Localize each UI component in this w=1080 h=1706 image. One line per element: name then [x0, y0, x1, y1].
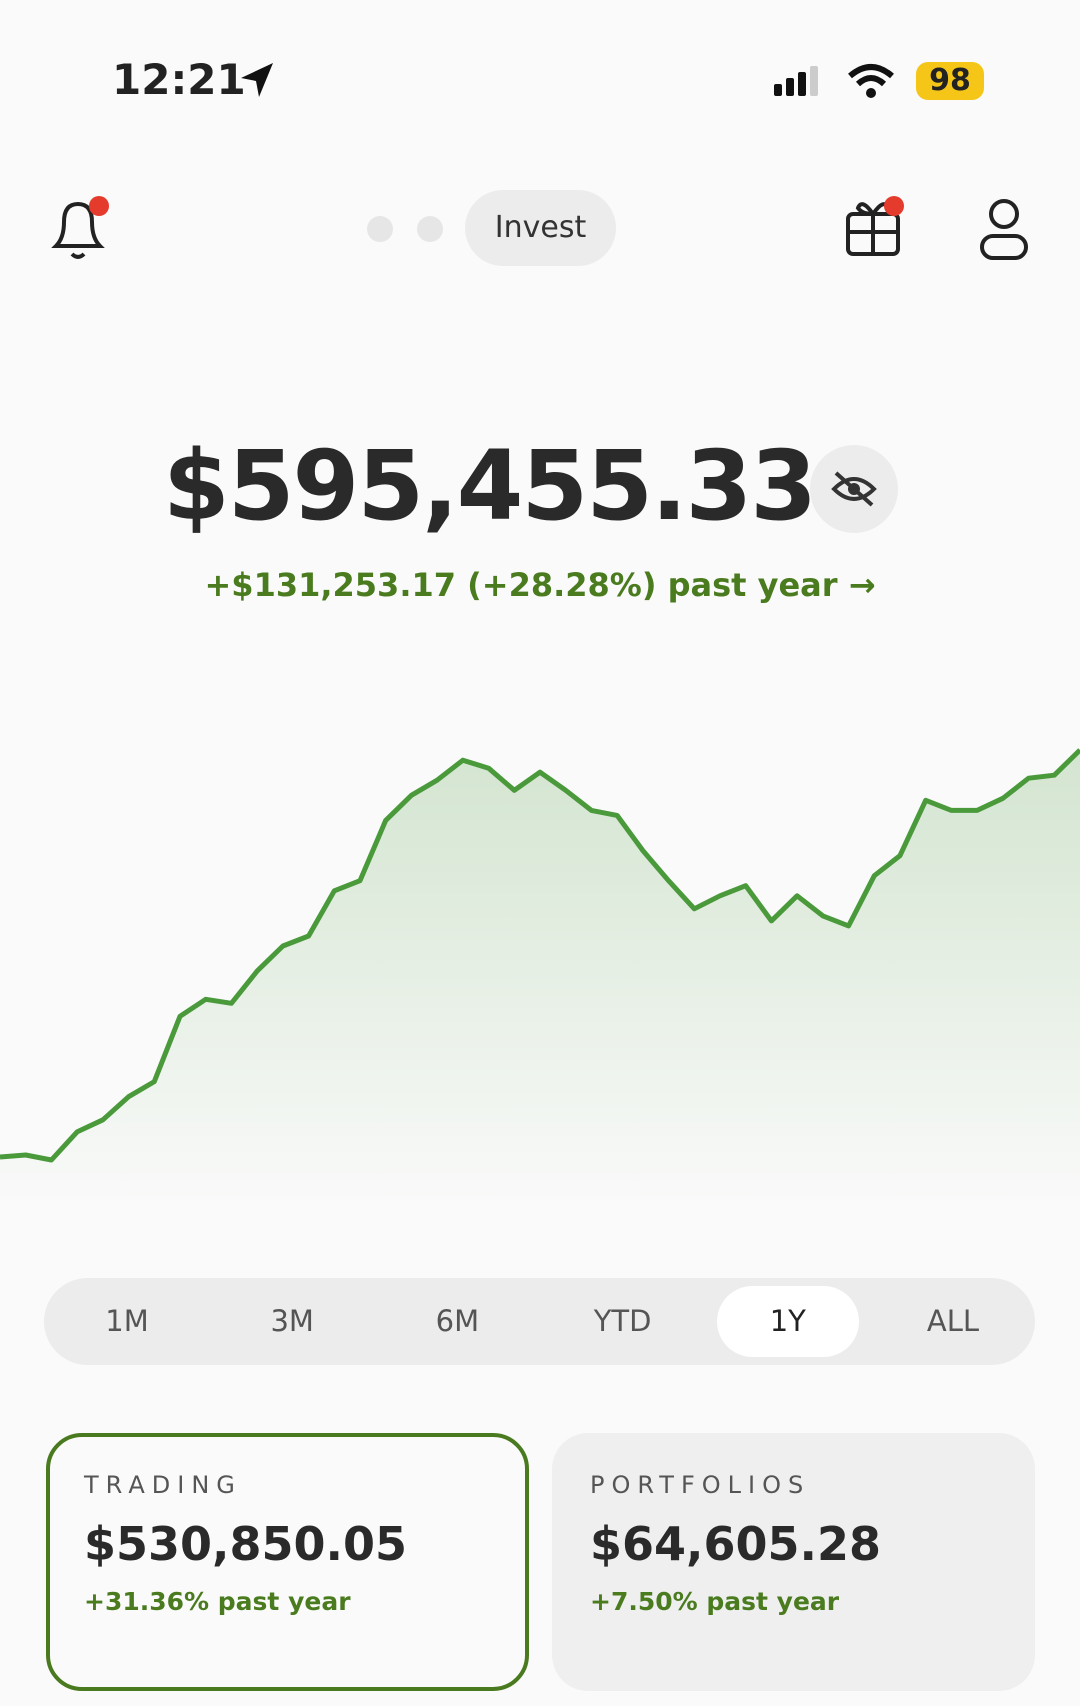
account-card[interactable]: TRADING $530,850.05 +31.36% past year: [46, 1433, 529, 1691]
battery: 98: [916, 62, 984, 100]
performance-chart: [0, 748, 1080, 1210]
chart-area: [0, 750, 1080, 1210]
balance-change[interactable]: +$131,253.17 (+28.28%) past year →: [0, 566, 1080, 604]
wifi-icon: [848, 64, 894, 98]
signal-icon: [774, 66, 818, 96]
card-value: $64,605.28: [590, 1517, 882, 1571]
range-option[interactable]: 1M: [105, 1304, 149, 1338]
status-time: 12:21: [112, 55, 246, 104]
page-dot[interactable]: [417, 216, 443, 242]
chart-line: [0, 748, 1080, 1163]
card-change: +7.50% past year: [590, 1587, 840, 1616]
range-selector: 1M 3M 6M YTD 1Y ALL: [44, 1278, 1035, 1365]
tab-pill[interactable]: Invest: [465, 190, 616, 266]
profile-button[interactable]: [976, 196, 1032, 262]
range-option[interactable]: 1Y: [716, 1286, 859, 1357]
gift-button[interactable]: [842, 192, 912, 262]
card-change: +31.36% past year: [84, 1587, 351, 1616]
location-icon: [241, 63, 273, 97]
card-label: TRADING: [84, 1471, 242, 1499]
range-option[interactable]: 6M: [435, 1304, 480, 1338]
hide-balance-button[interactable]: [810, 445, 898, 533]
notifications-button[interactable]: [46, 192, 116, 268]
account-card[interactable]: PORTFOLIOS $64,605.28 +7.50% past year: [552, 1433, 1035, 1691]
range-option[interactable]: ALL: [926, 1304, 980, 1338]
range-option[interactable]: YTD: [593, 1304, 652, 1338]
page-dot[interactable]: [367, 216, 393, 242]
card-label: PORTFOLIOS: [590, 1471, 811, 1499]
range-option[interactable]: 3M: [270, 1304, 314, 1338]
card-value: $530,850.05: [84, 1517, 408, 1571]
total-balance: $595,455.33: [162, 430, 817, 542]
arrow: →: [848, 566, 876, 604]
change-text: +$131,253.17 (+28.28%) past year: [204, 566, 838, 604]
